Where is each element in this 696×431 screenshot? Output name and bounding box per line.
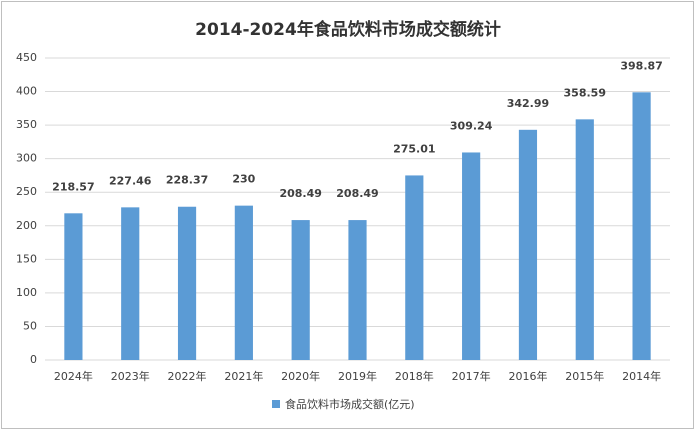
bar bbox=[291, 220, 310, 360]
bar bbox=[64, 213, 83, 360]
y-tick-label: 100 bbox=[16, 286, 37, 299]
data-label: 230 bbox=[232, 173, 255, 186]
data-label: 218.57 bbox=[52, 180, 94, 193]
data-label: 208.49 bbox=[336, 187, 378, 200]
x-tick-label: 2014年 bbox=[622, 369, 661, 383]
y-tick-label: 150 bbox=[16, 252, 37, 265]
bar bbox=[121, 207, 140, 360]
data-label: 342.99 bbox=[507, 97, 549, 110]
bar bbox=[632, 92, 651, 361]
chart-title: 2014-2024年食品饮料市场成交额统计 bbox=[195, 19, 501, 40]
y-tick-label: 300 bbox=[16, 152, 37, 165]
x-tick-label: 2019年 bbox=[338, 369, 377, 383]
bar bbox=[518, 129, 538, 360]
data-label: 309.24 bbox=[450, 119, 493, 132]
bar bbox=[575, 119, 594, 360]
x-tick-label: 2016年 bbox=[508, 369, 547, 383]
legend-swatch bbox=[272, 400, 280, 408]
bar bbox=[462, 152, 481, 360]
y-tick-label: 400 bbox=[16, 85, 37, 98]
data-label: 228.37 bbox=[166, 174, 208, 187]
bar bbox=[348, 220, 367, 360]
data-label: 227.46 bbox=[109, 174, 152, 187]
bar bbox=[177, 206, 197, 360]
bar bbox=[405, 175, 424, 360]
legend-label: 食品饮料市场成交额(亿元) bbox=[285, 397, 415, 411]
y-tick-label: 250 bbox=[16, 185, 37, 198]
x-tick-label: 2022年 bbox=[168, 369, 207, 383]
data-label: 398.87 bbox=[620, 59, 662, 72]
x-tick-label: 2020年 bbox=[281, 369, 320, 383]
x-tick-label: 2017年 bbox=[452, 369, 491, 383]
bar bbox=[234, 205, 253, 360]
y-tick-label: 350 bbox=[16, 118, 37, 131]
x-tick-label: 2024年 bbox=[54, 369, 93, 383]
y-tick-label: 50 bbox=[23, 319, 37, 332]
data-label: 275.01 bbox=[393, 142, 435, 155]
y-tick-label: 200 bbox=[16, 219, 37, 232]
data-label: 358.59 bbox=[564, 86, 606, 99]
x-tick-label: 2018年 bbox=[395, 369, 434, 383]
x-tick-label: 2021年 bbox=[224, 369, 263, 383]
x-tick-label: 2023年 bbox=[111, 369, 150, 383]
data-label: 208.49 bbox=[279, 187, 321, 200]
y-tick-label: 0 bbox=[30, 353, 37, 366]
x-tick-label: 2015年 bbox=[565, 369, 604, 383]
y-tick-label: 450 bbox=[16, 51, 37, 64]
